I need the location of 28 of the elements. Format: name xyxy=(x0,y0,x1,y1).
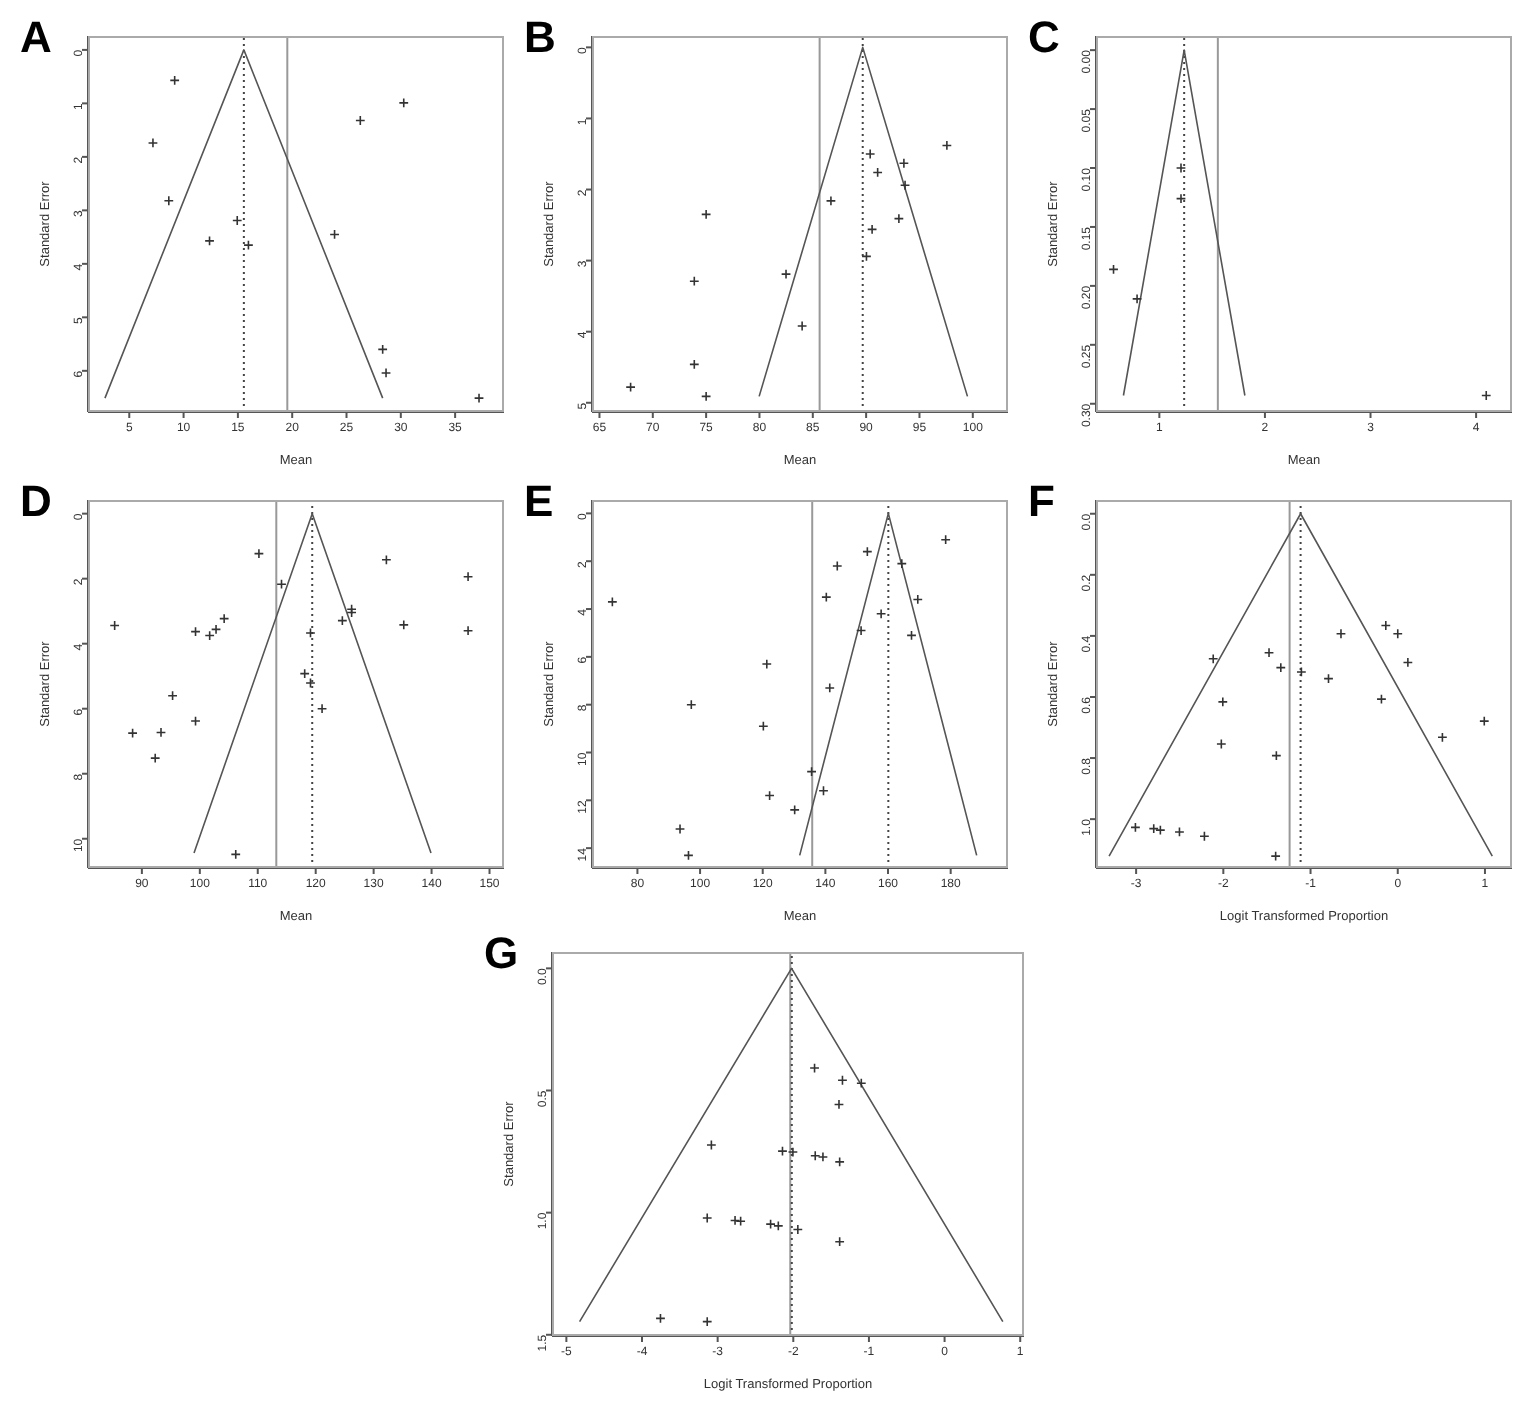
point xyxy=(398,97,409,109)
chart-title: C xyxy=(1028,12,1060,64)
chart-title: E xyxy=(524,476,554,528)
point xyxy=(462,571,474,582)
point xyxy=(898,158,910,169)
chart-title: A xyxy=(20,12,52,64)
point xyxy=(150,752,161,764)
chart-title: G xyxy=(484,928,519,980)
point xyxy=(824,682,835,694)
point xyxy=(899,180,911,191)
point xyxy=(674,823,686,835)
point xyxy=(163,195,175,206)
point xyxy=(473,392,485,404)
point xyxy=(825,195,837,207)
point xyxy=(864,148,876,160)
point xyxy=(380,367,392,379)
chart-title: D xyxy=(20,476,52,528)
point xyxy=(761,658,772,670)
chart-title: B xyxy=(524,12,556,64)
point xyxy=(398,619,409,631)
point xyxy=(147,137,159,149)
point xyxy=(316,703,328,714)
chart-title: F xyxy=(1028,476,1055,528)
point xyxy=(780,268,792,280)
point xyxy=(689,276,700,287)
point xyxy=(832,560,843,572)
point xyxy=(875,608,887,620)
point xyxy=(796,320,808,332)
